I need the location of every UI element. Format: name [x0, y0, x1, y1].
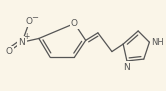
Text: N: N: [19, 38, 25, 47]
Text: +: +: [24, 32, 30, 41]
Text: N: N: [124, 63, 130, 72]
Text: −: −: [32, 13, 39, 22]
Text: O: O: [26, 17, 33, 26]
Text: NH: NH: [151, 38, 164, 47]
Text: O: O: [71, 19, 78, 28]
Text: O: O: [5, 47, 12, 56]
